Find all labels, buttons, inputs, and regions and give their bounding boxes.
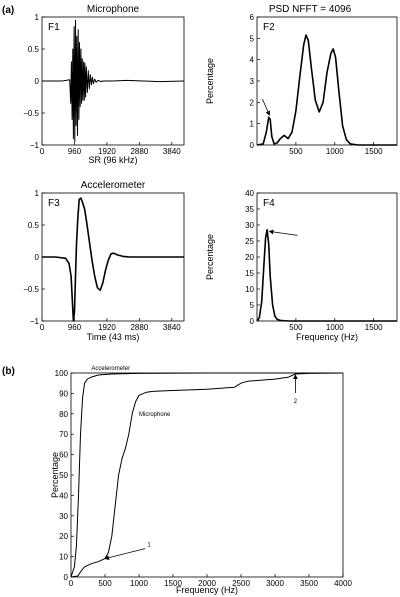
part-b-label: (b) — [2, 366, 15, 377]
y-tick-label-b: 0 — [64, 573, 69, 582]
chart-title-f3: Accelerometer — [81, 180, 146, 191]
x-tick-label-b: 4000 — [334, 579, 352, 588]
x-tick-label-f1: 960 — [68, 147, 82, 156]
series-line-f4-0 — [256, 229, 397, 322]
x-tick-label-b: 0 — [69, 579, 74, 588]
y-tick-label-f2: 3 — [250, 77, 255, 86]
y-tick-label-b: 20 — [59, 532, 68, 541]
x-tick-label-b: 3000 — [266, 579, 284, 588]
x-tick-label-f3: 1920 — [98, 323, 116, 332]
y-tick-label-f2: 6 — [250, 13, 255, 22]
y-tick-label-f3: −0.5 — [23, 285, 39, 294]
panel-label-f1: F1 — [48, 22, 60, 33]
axes-frame-b — [70, 372, 344, 578]
y-tick-label-f3: 1 — [35, 189, 40, 198]
y-tick-label-f1: −1 — [30, 141, 40, 150]
x-tick-label-b: 2500 — [232, 579, 250, 588]
y-tick-label-f2: 4 — [250, 56, 255, 65]
axes-frame-f4 — [256, 192, 398, 322]
x-tick-label-f1: 2880 — [130, 147, 148, 156]
annotation-label-b: 1 — [147, 543, 151, 549]
panel-label-f3: F3 — [48, 198, 60, 209]
x-tick-label-f1: 1920 — [98, 147, 116, 156]
y-tick-label-f4: 35 — [245, 205, 254, 214]
x-tick-label-f4: 500 — [289, 323, 303, 332]
y-tick-label-f2: 5 — [250, 34, 255, 43]
y-tick-label-b: 90 — [59, 389, 68, 398]
x-tick-label-f3: 3840 — [163, 323, 181, 332]
annotation-arrow-b — [104, 548, 146, 560]
panel-label-f2: F2 — [263, 22, 275, 33]
chart-title-f1: Microphone — [87, 4, 140, 15]
x-tick-label-f2: 1000 — [326, 147, 344, 156]
x-tick-label-f4: 1500 — [365, 323, 383, 332]
x-tick-label-b: 3500 — [300, 579, 318, 588]
x-axis-label-f4: Frequency (Hz) — [296, 332, 358, 342]
y-tick-label-b: 30 — [59, 512, 68, 521]
series-label-accelerometer: Accelerometer — [91, 366, 130, 372]
y-tick-label-f4: 5 — [250, 301, 255, 310]
x-tick-label-b: 2000 — [198, 579, 216, 588]
y-axis-label-f2: Percentage — [205, 58, 215, 104]
x-tick-label-f2: 500 — [289, 147, 303, 156]
y-tick-label-f2: 1 — [250, 120, 255, 129]
panel-label-f4: F4 — [263, 198, 275, 209]
x-tick-label-f3: 2880 — [130, 323, 148, 332]
x-tick-label-f4: 1000 — [326, 323, 344, 332]
y-tick-label-f4: 0 — [250, 317, 255, 326]
y-tick-label-f1: 1 — [35, 13, 40, 22]
y-tick-label-f4: 30 — [245, 221, 254, 230]
y-tick-label-f3: −1 — [30, 317, 40, 326]
y-tick-label-f4: 10 — [245, 285, 254, 294]
annotation-label-b: 2 — [294, 399, 298, 405]
part-a-label: (a) — [2, 5, 14, 16]
y-tick-label-b: 50 — [59, 471, 68, 480]
x-tick-label-f3: 960 — [68, 323, 82, 332]
y-tick-label-b: 60 — [59, 451, 68, 460]
chart-title-f2: PSD NFFT = 4096 — [269, 4, 352, 15]
y-tick-label-b: 80 — [59, 410, 68, 419]
x-tick-label-f1: 3840 — [163, 147, 181, 156]
annotation-arrow-f4 — [268, 229, 298, 236]
x-axis-label-b: Frequency (Hz) — [176, 585, 238, 595]
x-tick-label-f2: 1500 — [365, 147, 383, 156]
y-tick-label-f1: 0.5 — [28, 45, 40, 54]
series-line-f2-0 — [256, 34, 397, 146]
y-tick-label-f3: 0 — [35, 253, 40, 262]
x-tick-label-b: 1000 — [130, 579, 148, 588]
series-line-b-accelerometer — [70, 372, 343, 578]
axes-frame-f2 — [256, 16, 398, 146]
y-tick-label-f4: 40 — [245, 189, 254, 198]
series-label-microphone: Microphone — [139, 412, 171, 418]
y-tick-label-f1: −0.5 — [23, 109, 39, 118]
y-tick-label-b: 10 — [59, 553, 68, 562]
annotation-arrow-f2 — [262, 98, 271, 116]
x-tick-label-b: 1500 — [164, 579, 182, 588]
y-tick-label-b: 70 — [59, 430, 68, 439]
y-tick-label-f2: 2 — [250, 98, 255, 107]
y-tick-label-f4: 20 — [245, 253, 254, 262]
y-tick-label-f1: 0 — [35, 77, 40, 86]
y-tick-label-b: 40 — [59, 491, 68, 500]
y-tick-label-f3: 0.5 — [28, 221, 40, 230]
series-line-f3-0 — [42, 197, 184, 322]
y-tick-label-f2: 0 — [250, 141, 255, 150]
y-tick-label-f4: 25 — [245, 237, 254, 246]
x-tick-label-f3: 0 — [40, 323, 45, 332]
series-line-f1-0 — [42, 19, 185, 143]
x-tick-label-f1: 0 — [40, 147, 45, 156]
y-tick-label-f4: 15 — [245, 269, 254, 278]
x-axis-label-f1: SR (96 kHz) — [88, 155, 137, 165]
x-axis-label-f3: Time (43 ms) — [87, 332, 140, 342]
y-tick-label-b: 100 — [55, 369, 69, 378]
x-tick-label-b: 500 — [98, 579, 112, 588]
y-axis-label-f4: Percentage — [205, 234, 215, 280]
y-axis-label-b: Percentage — [50, 452, 60, 498]
series-line-b-microphone — [70, 372, 344, 578]
